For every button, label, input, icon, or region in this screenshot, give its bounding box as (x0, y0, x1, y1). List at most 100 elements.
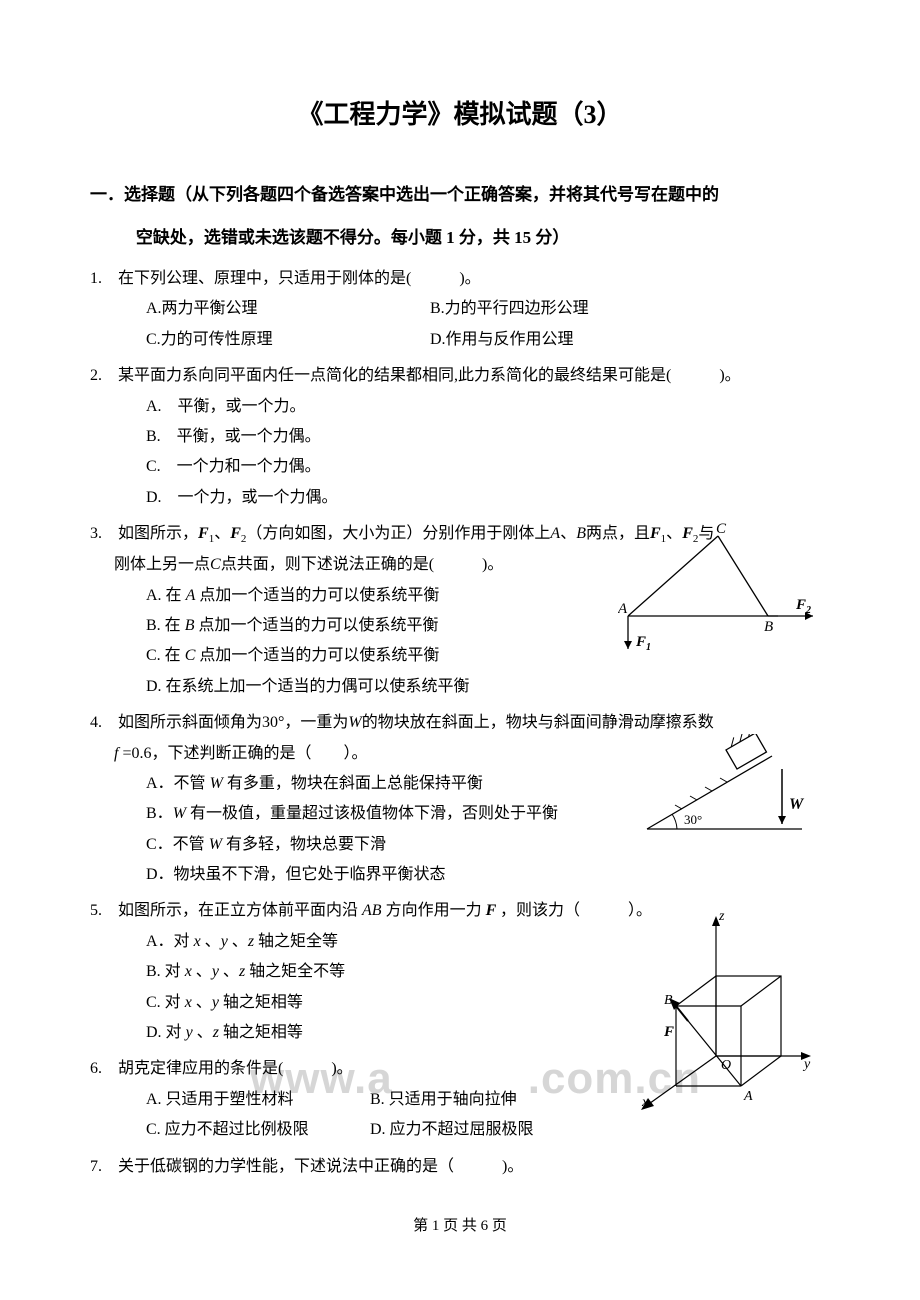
q3-optC-mid: C (185, 647, 196, 664)
q5-optB-post: 轴之矩全不等 (249, 963, 345, 980)
svg-text:F1: F1 (635, 634, 651, 651)
q5-y3: y (212, 994, 223, 1011)
q1-opt-a: A.两力平衡公理 (146, 294, 426, 324)
q5-optB-pre: B. 对 (146, 963, 185, 980)
q3-optA-post: 点加一个适当的力可以使系统平衡 (195, 587, 439, 604)
question-3: www.a .com.cn 3. 如图所示，F1、F2（方向如图，大小为正）分别… (90, 519, 830, 702)
q3-fig-F2sub: 2 (805, 605, 811, 616)
q3-optD: D. 在系统上加一个适当的力偶可以使系统平衡 (90, 672, 830, 702)
q4-optB-mid: W (173, 805, 190, 822)
q2-opt-b: B. 平衡，或一个力偶。 (90, 422, 830, 452)
q5-s2: 、 (232, 933, 248, 950)
q1-text: 在下列公理、原理中，只适用于刚体的是( )。 (118, 270, 481, 287)
q3-optA-pre: A. 在 (146, 587, 186, 604)
q4-optD: D．物块虽不下滑，但它处于临界平衡状态 (90, 860, 830, 890)
q3-num: 3. (90, 525, 102, 542)
page-title: 《工程力学》模拟试题（3） (90, 90, 830, 139)
q2-num: 2. (90, 367, 102, 384)
q4-figure: 30° W (642, 734, 812, 844)
q3-f2: F (230, 525, 241, 542)
q3-optC-pre: C. 在 (146, 647, 185, 664)
q4-optA-mid: W (210, 775, 227, 792)
q5-optA-pre: A．对 (146, 933, 194, 950)
q3-optC-post: 点加一个适当的力可以使系统平衡 (195, 647, 439, 664)
q1-num: 1. (90, 270, 102, 287)
q4-optC-pre: C．不管 (146, 836, 209, 853)
q5-x1: x (194, 933, 205, 950)
q5-x3: x (185, 994, 196, 1011)
q3-B: B (576, 525, 586, 542)
q3-line2b: 点共面，则下述说法正确的是( )。 (221, 556, 504, 573)
q6-num: 6. (90, 1060, 102, 1077)
q3-f1: F (198, 525, 209, 542)
q5-s1: 、 (205, 933, 221, 950)
q5-F: F (482, 902, 500, 919)
question-6: 6. 胡克定律应用的条件是( )。 A. 只适用于塑性材料 B. 只适用于轴向拉… (90, 1054, 830, 1145)
q5-x2: x (185, 963, 196, 980)
q3-figure: C A B F1 F2 (618, 521, 818, 651)
q4-text-b: 的物块放在斜面上，物块与斜面间静滑动摩擦系数 (362, 714, 714, 731)
section-heading-line1: 一．选择题（从下列各题四个备选答案中选出一个正确答案，并将其代号写在题中的 (90, 179, 830, 211)
q3-sep1: 、 (214, 525, 230, 542)
q2-text: 某平面力系向同平面内任一点简化的结果都相同,此力系简化的最终结果可能是( )。 (118, 367, 741, 384)
q3-optB-mid: B (185, 617, 195, 634)
q5-text-b: 方向作用一力 (386, 902, 482, 919)
q3-fig-C: C (716, 521, 727, 537)
q3-fig-A: A (618, 601, 628, 617)
page-footer: 第 1 页 共 6 页 (90, 1212, 830, 1241)
q3-text-p2: （方向如图，大小为正）分别作用于刚体上 (246, 525, 550, 542)
q4-optB-pre: B． (146, 805, 173, 822)
q5-s3: 、 (196, 963, 212, 980)
q4-fig-W: W (789, 796, 805, 813)
question-7: 7. 关于低碳钢的力学性能，下述说法中正确的是（ )。 (90, 1152, 830, 1182)
q5-z4: z (213, 1024, 223, 1041)
q3-C: C (210, 556, 221, 573)
q5-num: 5. (90, 902, 102, 919)
q5-z2: z (239, 963, 249, 980)
q5-text-a: 如图所示，在正立方体前平面内沿 (118, 902, 362, 919)
q7-text: 关于低碳钢的力学性能，下述说法中正确的是（ )。 (118, 1158, 523, 1175)
q5-s4: 、 (223, 963, 239, 980)
q6-text: 胡克定律应用的条件是( )。 (118, 1060, 353, 1077)
q5-fig-z: z (718, 909, 725, 924)
q3-fig-F2: F (795, 597, 806, 613)
q4-optA-post: 有多重，物块在斜面上总能保持平衡 (227, 775, 483, 792)
q3-line2a: 刚体上另一点 (114, 556, 210, 573)
question-1: 1. 在下列公理、原理中，只适用于刚体的是( )。 A.两力平衡公理 B.力的平… (90, 264, 830, 355)
q4-fig-angle: 30° (684, 812, 702, 827)
q5-optC-pre: C. 对 (146, 994, 185, 1011)
q3-A: A (550, 525, 560, 542)
q6-opt-a: A. 只适用于塑性材料 (146, 1085, 366, 1115)
section-heading-line2: 空缺处，选错或未选该题不得分。每小题 1 分，共 15 分） (90, 222, 830, 254)
q5-s5: 、 (196, 994, 212, 1011)
q4-optC-mid: W (209, 836, 226, 853)
q5-z1: z (248, 933, 258, 950)
q1-opt-d: D.作用与反作用公理 (430, 331, 574, 348)
q5-AB: AB (362, 902, 386, 919)
q5-y2: y (212, 963, 223, 980)
q4-text-c: =0.6，下述判断正确的是（ ）。 (122, 745, 367, 762)
question-2: 2. 某平面力系向同平面内任一点简化的结果都相同,此力系简化的最终结果可能是( … (90, 361, 830, 513)
q5-y4: y (186, 1024, 197, 1041)
q6-opt-d: D. 应力不超过屈服极限 (370, 1121, 534, 1138)
q5-fig-F: F (663, 1024, 674, 1040)
q4-optB-post: 有一极值，重量超过该极值物体下滑，否则处于平衡 (190, 805, 558, 822)
q2-opt-d: D. 一个力，或一个力偶。 (90, 483, 830, 513)
q5-optC-post: 轴之矩相等 (223, 994, 303, 1011)
q3-optB-post: 点加一个适当的力可以使系统平衡 (194, 617, 438, 634)
q3-text-p3: 、 (560, 525, 576, 542)
q3-optA-mid: A (186, 587, 196, 604)
q2-opt-a: A. 平衡，或一个力。 (90, 392, 830, 422)
q5-y1: y (221, 933, 232, 950)
q4-text-a: 如图所示斜面倾角为30°，一重为 (118, 714, 348, 731)
svg-text:F2: F2 (795, 597, 811, 616)
q3-fig-F1sub: 1 (646, 642, 651, 651)
q5-optD-pre: D. 对 (146, 1024, 186, 1041)
q7-num: 7. (90, 1158, 102, 1175)
q6-opt-c: C. 应力不超过比例极限 (146, 1115, 366, 1145)
q6-opt-b: B. 只适用于轴向拉伸 (370, 1091, 517, 1108)
q5-fig-B: B (664, 993, 673, 1008)
q1-opt-c: C.力的可传性原理 (146, 325, 426, 355)
q2-opt-c: C. 一个力和一个力偶。 (90, 452, 830, 482)
q3-text-p1: 如图所示， (118, 525, 198, 542)
